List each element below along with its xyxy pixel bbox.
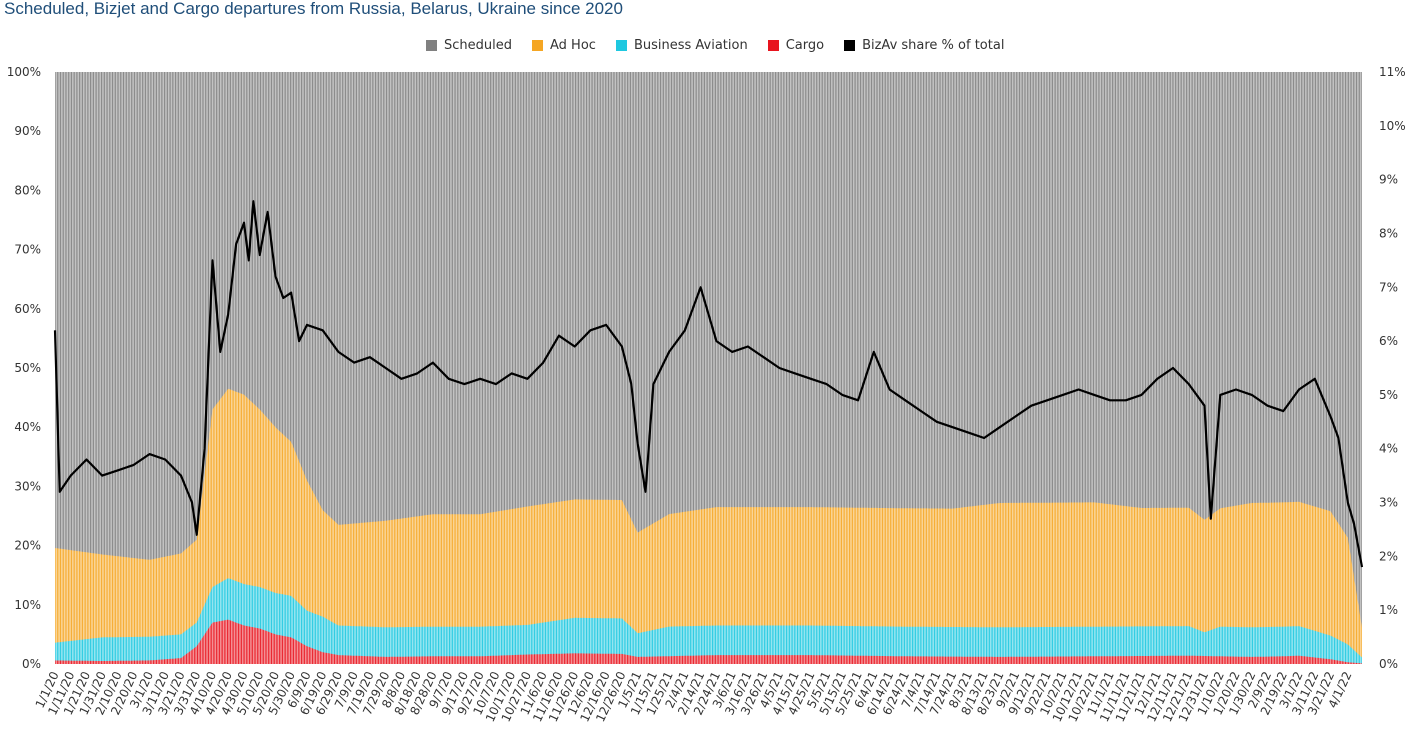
y-tick-left: 80% [14, 183, 41, 197]
y-tick-right: 8% [1379, 226, 1398, 240]
legend-swatch-scheduled [426, 40, 437, 51]
legend-item-business-aviation[interactable]: Business Aviation [615, 38, 748, 53]
legend-swatch-business-aviation [615, 40, 627, 51]
y-tick-right: 10% [1379, 119, 1406, 133]
series-business-aviation-area [55, 578, 1362, 664]
y-tick-right: 7% [1379, 280, 1398, 294]
y-tick-left: 0% [22, 657, 41, 671]
chart-legend: Scheduled Ad Hoc Business Aviation Cargo… [426, 38, 1024, 53]
y-tick-right: 3% [1379, 496, 1398, 510]
y-tick-left: 40% [14, 420, 41, 434]
y-tick-right: 2% [1379, 549, 1398, 563]
legend-item-bizav-share[interactable]: BizAv share % of total [844, 38, 1004, 53]
series-business-aviation-fill [55, 578, 1362, 664]
y-tick-right: 4% [1379, 442, 1398, 456]
chart-axes: 0% 10% 20% 30% 40% 50% 60% 70% 80% 90% 100% 0% 1% 2% 3… [7, 65, 1406, 724]
chart-title: Scheduled, Bizjet and Cargo departures f… [4, 0, 623, 18]
y-tick-right: 0% [1379, 657, 1398, 671]
legend-item-cargo[interactable]: Cargo [767, 38, 825, 53]
y-tick-left: 10% [14, 598, 41, 612]
legend-item-scheduled[interactable]: Scheduled [426, 38, 512, 53]
y-tick-left: 100% [7, 65, 41, 79]
legend-label-scheduled: Scheduled [444, 38, 512, 53]
legend-item-ad-hoc[interactable]: Ad Hoc [532, 38, 596, 53]
y-tick-right: 11% [1379, 65, 1406, 79]
legend-swatch-ad-hoc [532, 40, 543, 51]
y-tick-left: 90% [14, 124, 41, 138]
bizav-share-line [53, 200, 1364, 568]
y-tick-left: 60% [14, 302, 41, 316]
y-tick-right: 1% [1379, 603, 1398, 617]
legend-label-ad-hoc: Ad Hoc [550, 38, 596, 53]
y-tick-right: 6% [1379, 334, 1398, 348]
legend-label-business-aviation: Business Aviation [633, 38, 748, 53]
y-tick-left: 30% [14, 479, 41, 493]
y-tick-right: 9% [1379, 173, 1398, 187]
legend-label-bizav-share: BizAv share % of total [862, 38, 1005, 53]
y-tick-left: 70% [14, 243, 41, 257]
legend-swatch-cargo [767, 40, 779, 51]
y-tick-left: 20% [14, 539, 41, 553]
legend-label-cargo: Cargo [785, 38, 825, 53]
series-bizav-share-line [53, 200, 1364, 568]
y-tick-right: 5% [1379, 388, 1398, 402]
y-tick-left: 50% [14, 361, 41, 375]
legend-swatch-bizav-share [844, 40, 856, 51]
